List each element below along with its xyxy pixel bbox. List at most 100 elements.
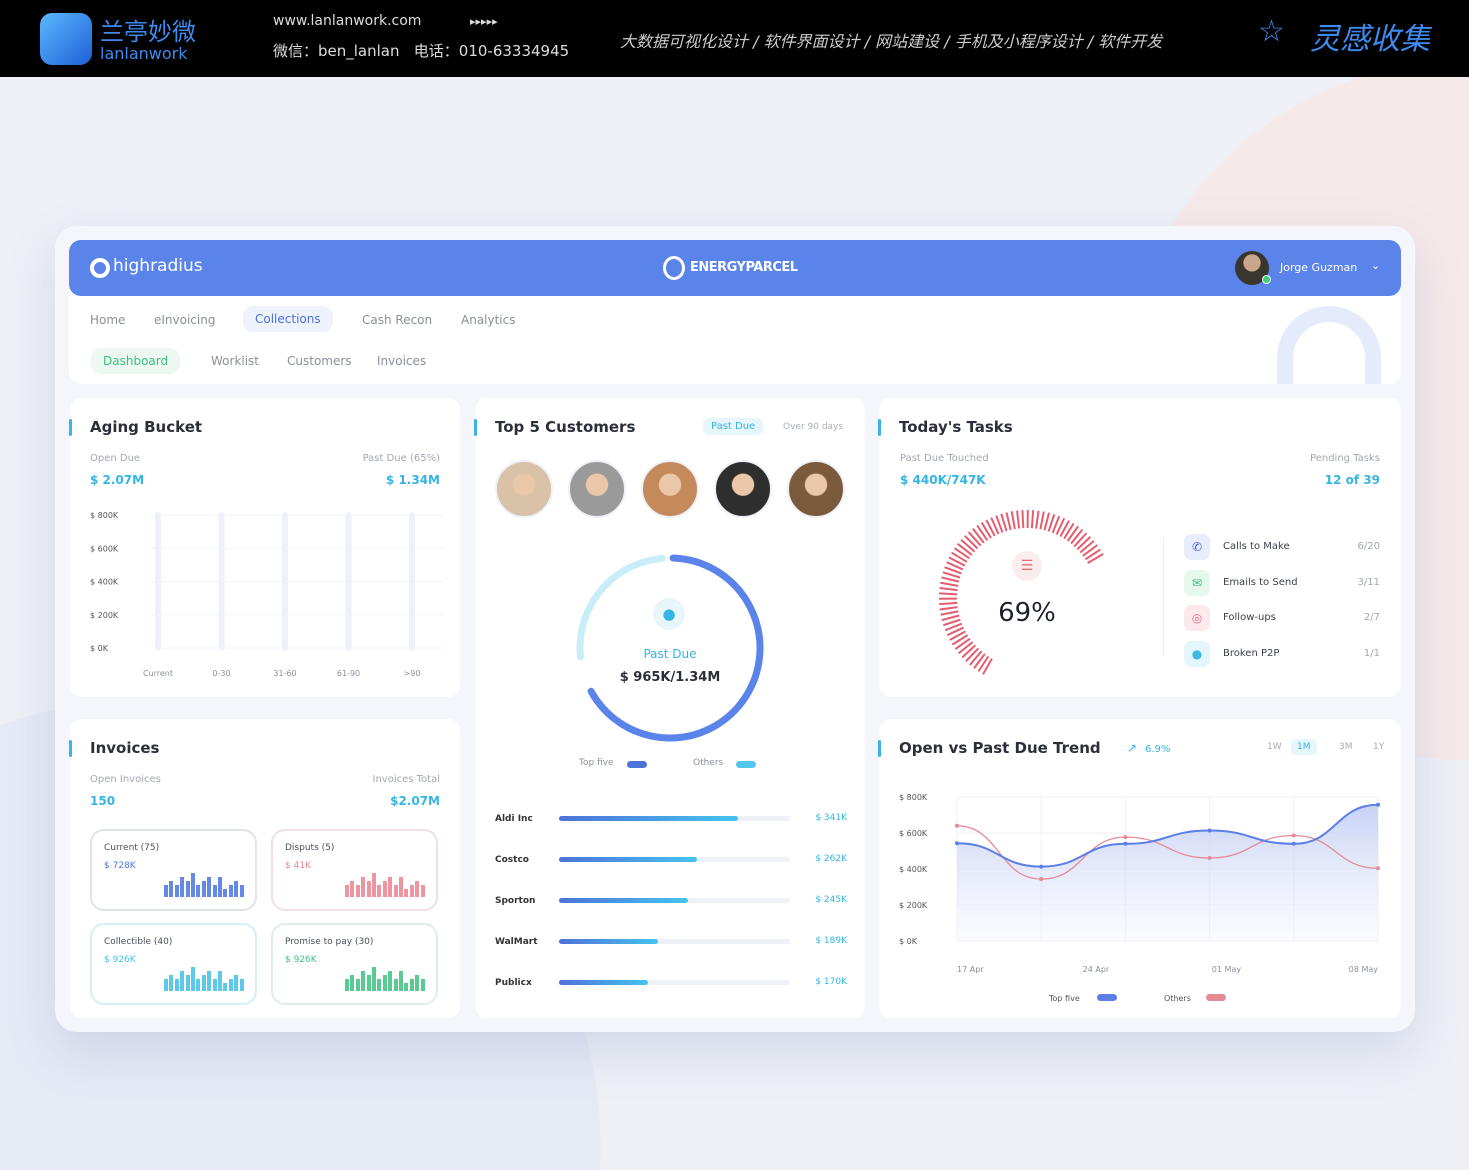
gauge-tick [1084, 548, 1101, 561]
invoice-card[interactable]: Promise to pay (30) $ 926K [271, 923, 438, 1005]
gauge-tick [1082, 544, 1098, 557]
invoice-card[interactable]: Disputs (5) $ 41K [271, 829, 438, 911]
spark-bar [228, 885, 233, 897]
spark-bar [191, 873, 195, 897]
legend-swatch [1206, 994, 1226, 1001]
task-label[interactable]: Calls to Make [1223, 541, 1290, 552]
subnav-invoices[interactable]: Invoices [377, 354, 427, 368]
range-tab-1Y[interactable]: 1Y [1373, 742, 1385, 752]
spark-bar [212, 885, 217, 897]
subnav-dashboard[interactable]: Dashboard [91, 348, 181, 374]
y-tick-label: $ 200K [899, 901, 928, 910]
gauge-tick [973, 653, 986, 669]
user-name[interactable]: Jorge Guzman [1280, 261, 1358, 274]
gauge-tick [965, 647, 980, 662]
spark-bar [350, 975, 355, 991]
tab-over-90-days[interactable]: Over 90 days [783, 422, 844, 432]
tab-past-due[interactable]: Past Due [703, 418, 764, 435]
touched-label: Past Due Touched [900, 453, 989, 464]
spark-bar [399, 877, 403, 897]
data-point [1207, 856, 1212, 861]
chevron-down-icon[interactable]: ⌄ [1371, 259, 1381, 272]
customer-name: Sporton [495, 896, 536, 906]
x-tick-label: 01 May [1212, 965, 1242, 974]
customer-avatar[interactable] [495, 460, 553, 518]
x-tick-label: 08 May [1349, 965, 1379, 974]
gauge-tick [953, 547, 970, 560]
spark-bar [409, 885, 414, 897]
gauge-tick [1087, 553, 1104, 564]
panel-title: Today's Tasks [878, 418, 1013, 436]
spark-bar [382, 881, 387, 897]
customer-name: Aldi Inc [495, 814, 533, 824]
series-line-others [956, 825, 1379, 880]
y-tick-label: $ 400K [90, 578, 119, 587]
gauge-tick [1051, 515, 1061, 534]
nav-home[interactable]: Home [90, 313, 126, 327]
open-due-value: $ 2.07M [90, 473, 145, 487]
nav-area: Home eInvoicing Collections Cash Recon A… [69, 296, 1401, 384]
gauge-tick [961, 644, 977, 659]
tasks-gauge [938, 509, 1104, 675]
customer-bar [559, 857, 697, 862]
banner-website[interactable]: www.lanlanwork.com [273, 13, 422, 29]
legend-swatch [627, 761, 647, 768]
task-label[interactable]: Emails to Send [1223, 576, 1298, 588]
gauge-tick [957, 641, 974, 655]
subnav-customers[interactable]: Customers [287, 354, 352, 368]
mail-icon: ✉ [1184, 569, 1210, 596]
invoices-panel: Invoices Open Invoices 150 Invoices Tota… [68, 719, 460, 1018]
range-tab-1W[interactable]: 1W [1267, 742, 1282, 752]
nav-cash-recon[interactable]: Cash Recon [362, 313, 433, 327]
gauge-tick [995, 515, 1004, 533]
bar-track [559, 939, 790, 944]
range-tab-3M[interactable]: 3M [1339, 742, 1353, 752]
customer-avatar[interactable] [641, 460, 699, 518]
decorative-ring [1277, 306, 1381, 384]
x-tick-label: Current [143, 669, 173, 678]
invoice-card[interactable]: Collectible (40) $ 926K [90, 923, 257, 1005]
touched-value: $ 440K/747K [900, 473, 986, 487]
spark-bar [207, 877, 212, 897]
gauge-tick [1073, 532, 1088, 548]
invoice-card[interactable]: Current (75) $ 728K [90, 829, 257, 911]
customer-avatar[interactable] [714, 460, 772, 518]
gauge-tick [1066, 525, 1079, 542]
app-logo[interactable]: highradius [113, 256, 203, 276]
pending-value: 12 of 39 [1324, 473, 1380, 487]
spark-bar [223, 983, 228, 991]
customer-avatar[interactable] [568, 460, 626, 518]
task-label[interactable]: Broken P2P [1223, 647, 1280, 659]
data-point [1207, 828, 1212, 833]
list-icon: ☰ [1012, 551, 1042, 581]
nav-collections[interactable]: Collections [243, 306, 333, 332]
y-tick-label: $ 200K [90, 611, 119, 620]
task-label[interactable]: Follow-ups [1223, 612, 1276, 623]
invoice-card-title: Current (75) [104, 843, 160, 853]
customer-avatar[interactable] [787, 460, 845, 518]
banner-right-brand: 灵感收集 [1310, 22, 1430, 57]
range-tab-1M[interactable]: 1M [1291, 739, 1317, 755]
subnav-worklist[interactable]: Worklist [211, 354, 260, 368]
data-point [1291, 833, 1296, 838]
nav-analytics[interactable]: Analytics [461, 313, 516, 327]
gauge-tick [941, 614, 960, 622]
spark-bar [201, 881, 206, 897]
gauge-tick [980, 522, 992, 539]
gauge-tick [940, 581, 959, 587]
gauge-tick [982, 658, 993, 675]
gauge-tick [944, 566, 962, 575]
x-tick-label: 61-90 [337, 669, 360, 678]
banner-logo-icon [40, 13, 92, 65]
nav-einvoicing[interactable]: eInvoicing [154, 313, 216, 327]
spark-bar [180, 877, 185, 897]
gauge-tick [1035, 510, 1040, 529]
open-invoices-value: 150 [90, 794, 116, 808]
gauge-tick [1076, 536, 1091, 551]
invoice-card-value: $ 926K [104, 955, 136, 965]
spark-bar [388, 971, 393, 991]
top-banner: 兰亭妙微 lanlanwork www.lanlanwork.com ▸▸▸▸▸… [0, 0, 1469, 77]
company-name: ENERGYPARCEL [690, 260, 798, 275]
invoices-total-value: $2.07M [390, 794, 440, 808]
y-tick-label: $ 800K [899, 793, 928, 802]
